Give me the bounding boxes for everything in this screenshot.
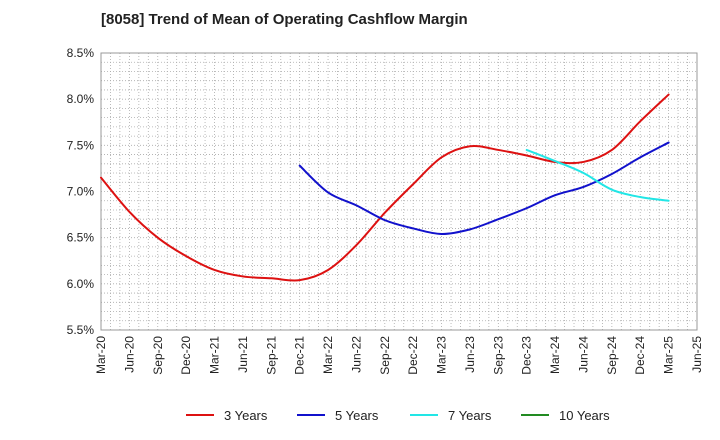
x-tick-label: Sep-22 [378, 336, 392, 375]
x-tick-label: Mar-20 [94, 336, 108, 374]
x-tick-label: Sep-24 [605, 336, 619, 375]
x-tick-label: Jun-20 [122, 336, 136, 373]
series-line-7-years [525, 148, 670, 202]
y-tick-label: 8.5% [67, 46, 95, 60]
x-tick-label: Sep-20 [151, 336, 165, 375]
grid [101, 53, 697, 330]
x-tick-label: Jun-21 [236, 336, 250, 373]
series-lines [100, 93, 670, 282]
legend-label: 5 Years [335, 408, 379, 423]
x-tick-label: Mar-24 [548, 336, 562, 374]
x-tick-label: Dec-23 [520, 336, 534, 375]
y-tick-label: 6.0% [67, 277, 95, 291]
legend: 3 Years 5 Years 7 Years 10 Years [186, 408, 610, 423]
x-tick-label: Dec-24 [633, 336, 647, 375]
y-tick-label: 8.0% [67, 92, 95, 106]
series-line-5-years [298, 141, 670, 235]
y-tick-label: 6.5% [67, 231, 95, 245]
plot-frame [100, 52, 698, 331]
x-tick-label: Mar-23 [435, 336, 449, 374]
x-tick-label: Jun-23 [463, 336, 477, 373]
x-tick-label: Dec-21 [293, 336, 307, 375]
legend-label: 10 Years [559, 408, 610, 423]
x-tick-label: Mar-21 [208, 336, 222, 374]
legend-label: 3 Years [224, 408, 268, 423]
y-tick-label: 7.0% [67, 185, 95, 199]
y-axis: 5.5% 6.0% 6.5% 7.0% 7.5% 8.0% 8.5% [67, 46, 95, 337]
x-tick-label: Mar-25 [662, 336, 676, 374]
x-tick-label: Mar-22 [321, 336, 335, 374]
x-tick-label: Jun-25 [690, 336, 704, 373]
x-tick-label: Dec-22 [406, 336, 420, 375]
x-tick-label: Jun-22 [349, 336, 363, 373]
y-tick-label: 5.5% [67, 323, 95, 337]
x-tick-label: Sep-21 [264, 336, 278, 375]
x-axis: Mar-20 Jun-20 Sep-20 Dec-20 Mar-21 Jun-21 Sep-… [94, 336, 704, 375]
chart-title: [8058] Trend of Mean of Operating Cashfl… [101, 11, 468, 28]
x-tick-label: Dec-20 [179, 336, 193, 375]
x-tick-label: Sep-23 [491, 336, 505, 375]
series-line-3-years [100, 93, 670, 282]
y-tick-label: 7.5% [67, 138, 95, 152]
x-tick-label: Jun-24 [576, 336, 590, 373]
legend-label: 7 Years [448, 408, 492, 423]
